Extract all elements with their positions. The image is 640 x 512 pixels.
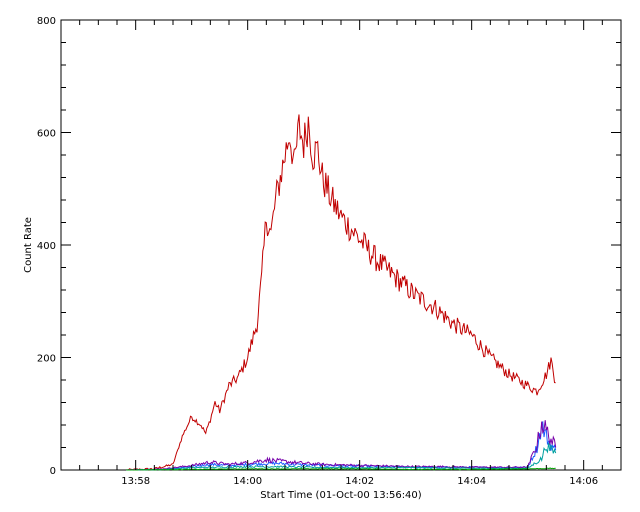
y-tick-label: 400 — [37, 241, 56, 252]
x-tick-label: 14:04 — [457, 476, 486, 487]
x-tick-label: 14:00 — [233, 476, 262, 487]
y-tick-label: 200 — [37, 354, 56, 365]
y-tick-label: 0 — [50, 466, 56, 477]
x-axis-title: Start Time (01-Oct-00 13:56:40) — [260, 490, 421, 501]
y-axis-title: Count Rate — [23, 217, 34, 273]
series-line-1 — [126, 114, 556, 471]
series-line-2 — [126, 420, 557, 471]
series-layer — [126, 114, 557, 471]
y-tick-label: 800 — [37, 16, 56, 27]
x-tick-label: 14:06 — [569, 476, 598, 487]
x-tick-label: 13:58 — [121, 476, 150, 487]
tick-layer: 13:58 14:00 14:02 14:04 14:06 0 200 400 600 800 — [37, 16, 622, 487]
series-line-3 — [126, 420, 557, 471]
y-tick-label: 600 — [37, 129, 56, 140]
plot-frame — [60, 19, 622, 471]
x-tick-label: 14:02 — [345, 476, 374, 487]
